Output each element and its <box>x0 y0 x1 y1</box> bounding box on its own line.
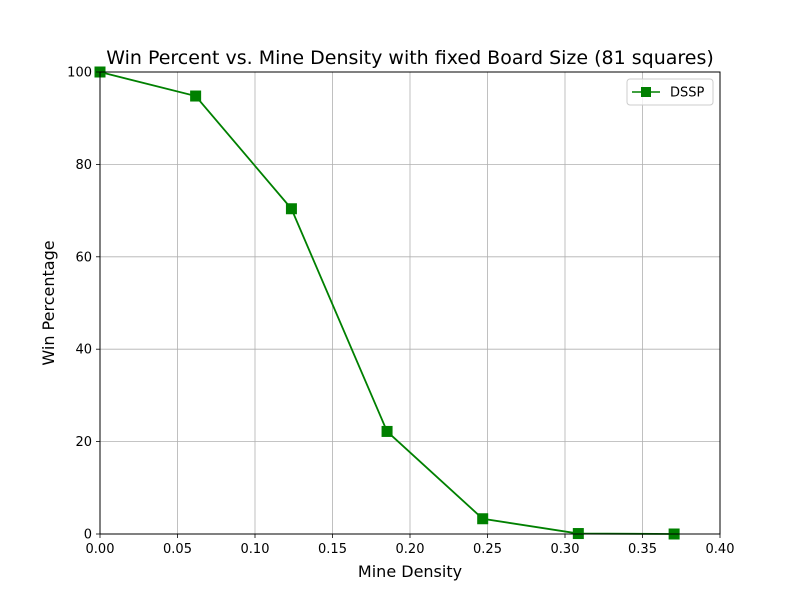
legend-marker-swatch <box>641 87 651 97</box>
legend: DSSP <box>626 78 714 106</box>
x-tick-label: 0.35 <box>628 542 657 557</box>
x-tick-label: 0.00 <box>86 542 115 557</box>
x-tick-label: 0.30 <box>551 542 580 557</box>
y-tick-label: 20 <box>75 435 92 450</box>
y-axis: 0 20 40 60 80 100 <box>67 66 100 543</box>
x-tick-label: 0.10 <box>241 542 270 557</box>
legend-label: DSSP <box>670 86 705 101</box>
x-tick-label: 0.20 <box>396 542 425 557</box>
y-tick-label: 80 <box>75 158 92 173</box>
x-tick-label: 0.25 <box>473 542 502 557</box>
y-axis-label: Win Percentage <box>39 240 58 365</box>
x-tick-label: 0.40 <box>706 542 735 557</box>
data-point-marker <box>477 513 489 525</box>
x-tick-label: 0.15 <box>318 542 347 557</box>
y-tick-label: 40 <box>75 343 92 358</box>
x-axis-label: Mine Density <box>358 562 462 581</box>
legend-box <box>626 78 714 106</box>
data-point-marker <box>285 203 297 215</box>
y-tick-label: 0 <box>84 528 92 543</box>
chart-title: Win Percent vs. Mine Density with fixed … <box>106 47 714 69</box>
data-point-marker <box>190 90 202 102</box>
data-point-marker <box>381 425 393 437</box>
x-axis: 0.00 0.05 0.10 0.15 0.20 0.25 0.30 0.35 0.40 <box>86 534 735 557</box>
x-tick-label: 0.05 <box>163 542 192 557</box>
y-tick-label: 60 <box>75 250 92 265</box>
y-tick-label: 100 <box>67 66 92 81</box>
